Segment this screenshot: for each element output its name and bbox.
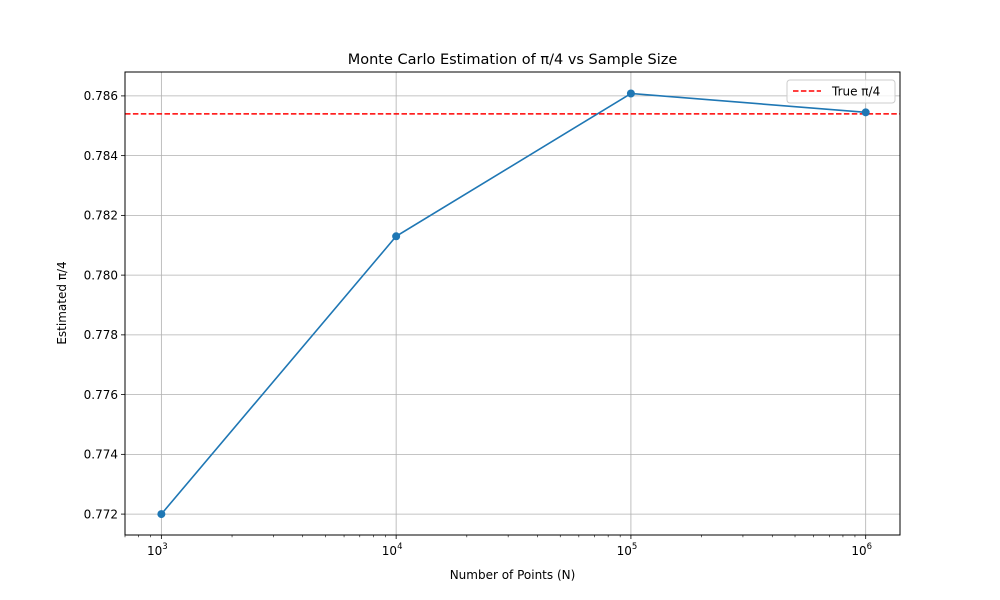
x-tick-label: 104: [382, 542, 403, 558]
data-point: [157, 510, 166, 519]
y-tick-label: 0.782: [84, 209, 118, 223]
y-tick-label: 0.786: [84, 89, 118, 103]
data-point: [392, 232, 401, 241]
plot-frame: [124, 71, 901, 536]
y-tick-label: 0.778: [84, 328, 118, 342]
legend: True π/4: [786, 79, 896, 104]
y-tick-label: 0.774: [84, 448, 118, 462]
x-minor-ticks: [124, 535, 856, 538]
x-tick-label: 105: [617, 542, 638, 558]
data-point: [861, 108, 870, 117]
data-point: [626, 89, 635, 98]
series-line: [160, 92, 866, 515]
legend-box: [786, 79, 896, 104]
x-axis-ticks: 103 104 105 106: [147, 535, 872, 558]
y-tick-label: 0.780: [84, 268, 118, 282]
y-tick-label: 0.772: [84, 507, 118, 521]
x-tick-label: 103: [147, 542, 168, 558]
y-tick-label: 0.784: [84, 149, 118, 163]
y-tick-label: 0.776: [84, 388, 118, 402]
data-series: [157, 89, 870, 519]
chart-title: Monte Carlo Estimation of π/4 vs Sample …: [348, 52, 678, 68]
x-axis-label: Number of Points (N): [450, 568, 576, 582]
x-tick-label: 106: [851, 542, 872, 558]
grid-lines: [125, 72, 900, 535]
y-axis-label: Estimated π/4: [55, 261, 69, 344]
y-axis-ticks: 0.772 0.774 0.776 0.778 0.780 0.782 0.784 0.786: [84, 89, 125, 521]
legend-label-true-pi4: True π/4: [831, 85, 880, 99]
